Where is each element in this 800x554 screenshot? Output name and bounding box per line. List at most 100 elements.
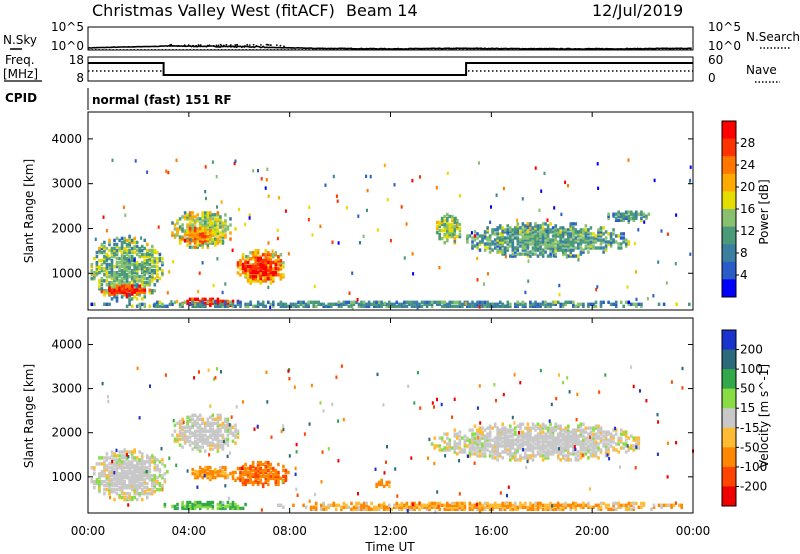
velocity-ytick-label: 3000 (51, 382, 82, 396)
data-cell (506, 434, 510, 438)
data-cell (93, 275, 96, 279)
data-cell (599, 505, 603, 509)
data-cell (130, 246, 134, 251)
data-cell (503, 248, 507, 252)
data-cell (540, 189, 543, 193)
data-cell (503, 428, 507, 432)
data-cell (411, 179, 414, 183)
data-cell (617, 438, 620, 442)
data-cell (431, 401, 434, 405)
data-cell (211, 447, 215, 451)
data-cell (617, 242, 620, 246)
data-cell (521, 240, 525, 244)
data-cell (229, 425, 232, 429)
data-cell (248, 216, 251, 220)
data-cell (259, 262, 262, 267)
data-cell (133, 236, 136, 241)
data-cell (503, 436, 507, 440)
data-cell (519, 302, 522, 306)
data-cell (244, 271, 247, 275)
data-cell (244, 268, 247, 273)
data-cell (554, 428, 557, 432)
data-cell (168, 456, 171, 460)
data-cell (221, 221, 225, 225)
data-cell (544, 222, 547, 226)
data-cell (473, 442, 477, 446)
station-title: Christmas Valley West (fitACF) (92, 1, 335, 20)
data-cell (511, 432, 515, 436)
data-cell (574, 503, 578, 507)
data-cell (198, 271, 201, 275)
data-cell (574, 447, 577, 451)
data-cell (526, 454, 530, 458)
data-cell (493, 304, 497, 308)
velocity-colorbar-swatch (722, 408, 736, 429)
data-cell (559, 424, 562, 428)
data-cell (110, 292, 114, 296)
data-cell (274, 478, 278, 483)
data-cell (509, 444, 512, 448)
data-cell (115, 484, 119, 488)
data-cell (413, 501, 416, 506)
data-cell (146, 476, 149, 480)
data-cell (624, 444, 628, 448)
data-cell (130, 462, 134, 466)
data-cell (582, 422, 585, 426)
data-cell (115, 464, 119, 468)
data-cell (324, 183, 327, 187)
data-cell (224, 504, 227, 509)
data-cell (110, 252, 114, 257)
data-cell (619, 436, 623, 440)
data-cell (602, 226, 605, 230)
data-cell (541, 232, 545, 236)
data-cell (561, 250, 565, 254)
data-cell (148, 252, 152, 257)
data-cell (461, 503, 464, 507)
data-cell (448, 438, 452, 442)
data-cell (674, 501, 677, 505)
velocity-colorbar-swatch (722, 447, 736, 468)
data-cell (627, 240, 631, 244)
data-cell (204, 230, 207, 235)
data-cell (274, 482, 278, 487)
data-cell (203, 474, 206, 478)
data-cell (302, 302, 305, 306)
data-cell (359, 241, 361, 245)
data-cell (204, 433, 207, 437)
data-cell (468, 302, 472, 306)
data-cell (118, 495, 121, 500)
data-cell (577, 258, 580, 262)
data-cell (357, 501, 361, 506)
data-cell (453, 304, 457, 308)
data-cell (630, 444, 633, 448)
data-cell (264, 272, 268, 277)
data-cell (193, 376, 196, 380)
data-cell (304, 505, 308, 509)
data-cell (128, 297, 131, 301)
data-cell (209, 239, 212, 243)
data-cell (365, 507, 368, 511)
data-cell (118, 290, 121, 294)
power-x-ticks (87, 112, 694, 310)
data-cell (193, 226, 197, 231)
data-cell (156, 269, 159, 273)
data-cell (234, 506, 237, 511)
data-cell (433, 300, 436, 304)
data-cell (246, 257, 249, 261)
data-cell (125, 262, 129, 267)
data-cell (355, 501, 358, 506)
data-cell (622, 216, 625, 220)
data-cell (118, 464, 121, 468)
data-cell (196, 471, 199, 476)
data-cell (224, 227, 227, 231)
data-cell (120, 464, 124, 468)
data-cell (193, 502, 197, 507)
data-cell (113, 288, 116, 292)
data-cell (314, 304, 318, 308)
data-cell (471, 304, 474, 308)
data-cell (219, 413, 222, 417)
data-cell (607, 438, 610, 442)
data-cell (100, 244, 104, 249)
data-cell (413, 507, 416, 511)
data-cell (486, 300, 489, 304)
